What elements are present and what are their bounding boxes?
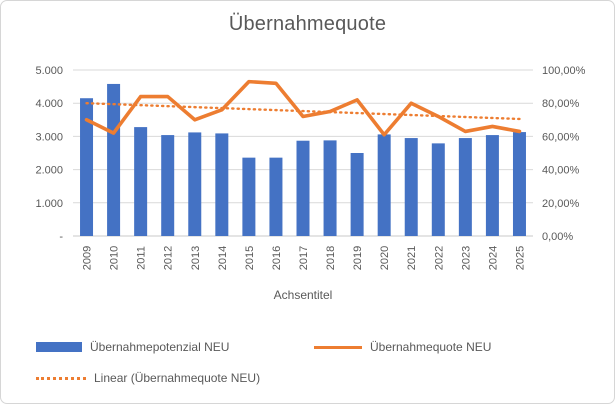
x-tick-label: 2012 bbox=[163, 246, 175, 270]
x-tick-label: 2018 bbox=[325, 246, 337, 270]
trendline bbox=[85, 101, 521, 121]
bar-2019 bbox=[350, 153, 364, 236]
x-tick-label: 2011 bbox=[136, 246, 148, 270]
left-axis-tick-label: - bbox=[59, 231, 63, 243]
right-axis-tick-label: 40,00% bbox=[542, 165, 580, 177]
x-tick-label: 2013 bbox=[190, 246, 202, 270]
bar-2014 bbox=[215, 133, 229, 236]
bar-2009 bbox=[80, 98, 94, 236]
legend-label: Übernahmequote NEU bbox=[370, 340, 492, 354]
left-axis-tick-label: 1.000 bbox=[35, 198, 63, 210]
x-tick-label: 2017 bbox=[298, 246, 310, 270]
x-tick-label: 2020 bbox=[379, 246, 391, 270]
x-tick-label: 2024 bbox=[487, 246, 499, 270]
right-axis-tick-label: 80,00% bbox=[542, 98, 580, 110]
x-tick-label: 2021 bbox=[406, 246, 418, 270]
left-axis-tick-label: 4.000 bbox=[35, 98, 63, 110]
bar-2017 bbox=[296, 140, 310, 236]
left-axis-tick-label: 3.000 bbox=[35, 131, 63, 143]
x-tick-label: 2009 bbox=[82, 246, 94, 270]
legend-item-uebernahmepotenzial: Übernahmepotenzial NEU bbox=[36, 339, 229, 355]
bar-2024 bbox=[485, 135, 499, 236]
bar-2020 bbox=[377, 134, 391, 236]
legend-label: Linear (Übernahmequote NEU) bbox=[94, 371, 261, 385]
legend-item-linear-trend: Linear (Übernahmequote NEU) bbox=[36, 370, 260, 386]
legend-item-uebernahmequote: Übernahmequote NEU bbox=[314, 339, 491, 355]
quote-line bbox=[84, 79, 522, 137]
x-tick-label: 2014 bbox=[217, 246, 229, 270]
bar-2021 bbox=[404, 138, 418, 236]
left-axis-tick-label: 5.000 bbox=[35, 65, 63, 77]
x-tick-label: 2019 bbox=[352, 246, 364, 270]
bar-2023 bbox=[458, 138, 472, 236]
x-tick-label: 2016 bbox=[271, 246, 283, 270]
x-tick-label: 2022 bbox=[433, 246, 445, 270]
bar-2022 bbox=[431, 143, 445, 236]
chart-legend: Übernahmepotenzial NEU Übernahmequote NE… bbox=[36, 339, 581, 394]
bar-2018 bbox=[323, 140, 337, 236]
right-axis-tick-label: 20,00% bbox=[542, 198, 580, 210]
right-axis-tick-label: 0,00% bbox=[542, 231, 573, 243]
x-tick-label: 2015 bbox=[244, 246, 256, 270]
bar-2013 bbox=[188, 132, 202, 236]
x-tick-label: 2010 bbox=[109, 246, 121, 270]
line-series-swatch-icon bbox=[314, 345, 362, 349]
x-axis-title: Achsentitel bbox=[273, 288, 333, 302]
bar-2016 bbox=[269, 157, 283, 236]
bar-2010 bbox=[107, 83, 121, 236]
bar-2011 bbox=[134, 127, 148, 236]
bar-series-swatch-icon bbox=[36, 342, 82, 352]
bar-2015 bbox=[242, 157, 256, 236]
right-axis-tick-label: 60,00% bbox=[542, 131, 580, 143]
chart-title: Übernahmequote bbox=[228, 13, 387, 35]
right-axis-tick-label: 100,00% bbox=[542, 65, 586, 77]
x-tick-label: 2023 bbox=[460, 246, 472, 270]
x-tick-label: 2025 bbox=[514, 246, 526, 270]
bar-2012 bbox=[161, 135, 175, 236]
bar-2025 bbox=[512, 132, 526, 236]
legend-label: Übernahmepotenzial NEU bbox=[90, 340, 230, 354]
trendline-series-swatch-icon bbox=[36, 376, 86, 380]
left-axis-tick-label: 2.000 bbox=[35, 165, 63, 177]
